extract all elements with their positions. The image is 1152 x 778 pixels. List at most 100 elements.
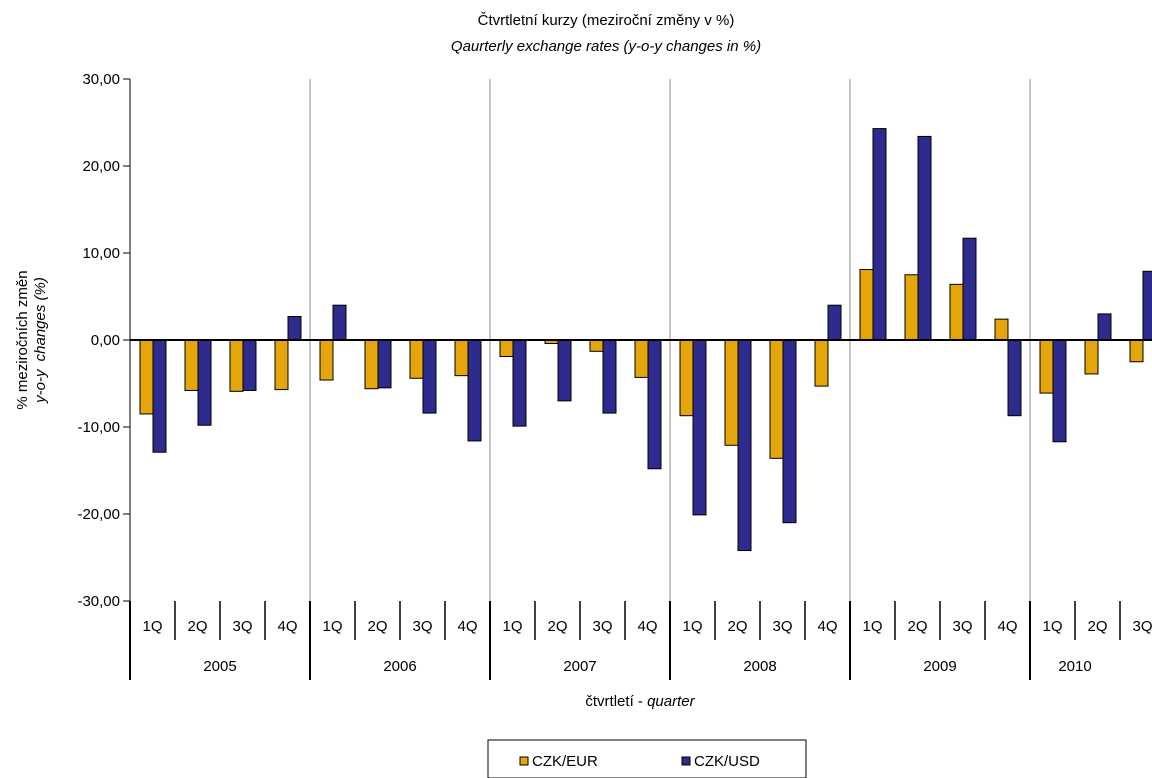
- bar-czk-usd: [512, 339, 527, 427]
- bar-czk-usd: [917, 135, 932, 341]
- y-axis: 30,00 20,00 10,00 0,00 -10,00 -20,00 -30,00: [77, 71, 131, 610]
- bar-czk-usd: [827, 304, 842, 341]
- quarter-label: 4Q: [817, 618, 837, 635]
- bar-czk-usd: [1097, 313, 1112, 341]
- y-tick-label: -30,00: [77, 593, 120, 610]
- bar-czk-eur: [994, 318, 1009, 341]
- legend-swatch-czk-eur: [519, 756, 529, 766]
- bar-czk-usd: [242, 339, 257, 391]
- year-label: 2005: [203, 658, 236, 675]
- quarter-label: 2Q: [907, 618, 927, 635]
- bar-czk-eur: [274, 339, 289, 391]
- bar-czk-eur: [454, 339, 469, 377]
- quarter-label: 1Q: [142, 618, 162, 635]
- y-axis-label-italic-2: changes (%): [32, 277, 49, 361]
- bar-czk-usd: [422, 339, 437, 414]
- bar-czk-eur: [634, 339, 649, 378]
- quarter-label: 4Q: [637, 618, 657, 635]
- quarter-label: 2Q: [367, 618, 387, 635]
- bar-czk-eur: [1039, 339, 1054, 394]
- legend: CZK/EUR CZK/USD: [487, 739, 807, 778]
- bar-czk-usd: [782, 339, 797, 524]
- y-tick-label: -10,00: [77, 419, 120, 436]
- quarter-label: 1Q: [1042, 618, 1062, 635]
- quarter-label: 3Q: [952, 618, 972, 635]
- y-tick-label: 20,00: [82, 158, 120, 175]
- legend-box: [487, 739, 807, 778]
- bar-czk-usd: [557, 339, 572, 402]
- bar-czk-usd: [872, 128, 887, 341]
- year-label: 2008: [743, 658, 776, 675]
- bar-czk-eur: [1129, 339, 1144, 363]
- quarter-label: 1Q: [322, 618, 342, 635]
- bar-czk-eur: [499, 339, 514, 358]
- x-axis: 1Q 2Q 3Q 4Q 1Q 2Q 3Q 4Q 1Q 2Q 3Q 4Q 1Q 2Q 3Q 4Q 1Q 2Q 3Q 4Q…: [129, 601, 1152, 680]
- bar-czk-eur: [229, 339, 244, 392]
- bar-czk-eur: [904, 274, 919, 341]
- year-label: 2009: [923, 658, 956, 675]
- x-axis-label: čtvrtletí - quarter: [585, 693, 695, 710]
- bar-czk-usd: [287, 316, 302, 341]
- y-tick-label: 10,00: [82, 245, 120, 262]
- quarter-label: 1Q: [682, 618, 702, 635]
- bar-czk-usd: [1007, 339, 1022, 417]
- bar-czk-eur: [1084, 339, 1099, 375]
- quarter-label: 2Q: [187, 618, 207, 635]
- bar-czk-usd: [152, 339, 167, 453]
- y-axis-label-line1: % meziročních změn: [14, 270, 31, 409]
- bar-czk-usd: [1052, 339, 1067, 443]
- bar-czk-usd: [737, 339, 752, 552]
- bar-czk-eur: [589, 339, 604, 352]
- bar-czk-eur: [364, 339, 379, 390]
- quarter-label: 4Q: [997, 618, 1017, 635]
- x-axis-label-text: čtvrtletí -: [585, 693, 647, 710]
- quarter-label: 3Q: [412, 618, 432, 635]
- bar-czk-usd: [962, 237, 977, 341]
- bar-czk-eur: [724, 339, 739, 446]
- chart-subtitle: Qaurterly exchange rates (y-o-y changes …: [451, 38, 761, 55]
- bar-czk-eur: [409, 339, 424, 379]
- quarter-label: 3Q: [592, 618, 612, 635]
- bar-czk-usd: [467, 339, 482, 442]
- bar-czk-eur: [859, 269, 874, 341]
- bars: [139, 128, 1152, 552]
- bar-czk-eur: [814, 339, 829, 387]
- y-axis-label-line2: y-o-y changes (%): [32, 277, 49, 404]
- quarter-label: 2Q: [547, 618, 567, 635]
- chart-title: Čtvrtletní kurzy (meziroční změny v %): [478, 12, 735, 29]
- bar-czk-usd: [197, 339, 212, 426]
- year-label: 2010: [1058, 658, 1091, 675]
- bar-czk-eur: [319, 339, 334, 381]
- bar-czk-eur: [679, 339, 694, 417]
- quarter-label: 4Q: [277, 618, 297, 635]
- bar-czk-eur: [184, 339, 199, 391]
- bar-czk-usd: [332, 304, 347, 341]
- quarter-label: 3Q: [772, 618, 792, 635]
- legend-swatch-czk-usd: [681, 756, 691, 766]
- legend-label-czk-eur: CZK/EUR: [532, 753, 598, 770]
- bar-czk-eur: [769, 339, 784, 459]
- bar-czk-usd: [377, 339, 392, 389]
- bar-czk-usd: [1142, 270, 1152, 341]
- y-axis-label-italic: y-o-y: [32, 368, 49, 404]
- bar-czk-usd: [692, 339, 707, 516]
- y-axis-label: % meziročních změn y-o-y changes (%): [14, 270, 49, 409]
- quarter-label: 1Q: [502, 618, 522, 635]
- bar-czk-usd: [602, 339, 617, 414]
- year-label: 2007: [563, 658, 596, 675]
- year-label: 2006: [383, 658, 416, 675]
- y-tick-label: 0,00: [91, 332, 120, 349]
- quarter-label: 4Q: [457, 618, 477, 635]
- x-axis-label-italic: quarter: [647, 693, 696, 710]
- legend-label-czk-usd: CZK/USD: [694, 753, 760, 770]
- bar-czk-usd: [647, 339, 662, 470]
- quarter-label: 1Q: [862, 618, 882, 635]
- y-tick-label: 30,00: [82, 71, 120, 88]
- bar-czk-eur: [949, 283, 964, 341]
- quarter-label: 3Q: [1132, 618, 1152, 635]
- bar-czk-eur: [139, 339, 154, 415]
- quarter-label: 3Q: [232, 618, 252, 635]
- y-tick-label: -20,00: [77, 506, 120, 523]
- quarter-label: 2Q: [1087, 618, 1107, 635]
